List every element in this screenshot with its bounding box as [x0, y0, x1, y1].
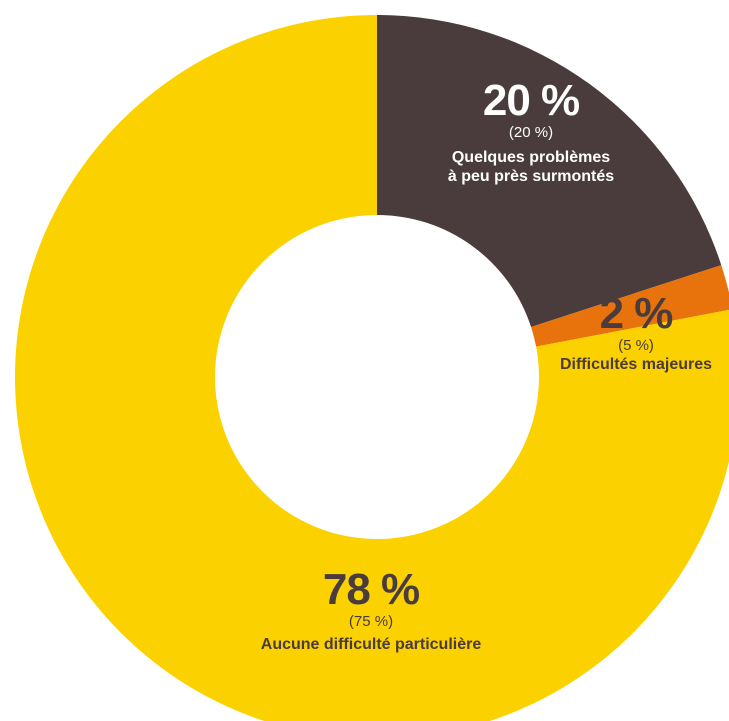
- slice-previous-aucune: (75 %): [348, 613, 394, 630]
- slice-category-problemes-line2: à peu près surmontés: [447, 168, 615, 185]
- slice-value-majeures: 2 %: [599, 289, 674, 338]
- donut-slice-problemes: [377, 15, 722, 327]
- slice-previous-problemes: (20 %): [508, 124, 554, 141]
- slice-label-problemes: 20 % (20 %) Quelques problèmes à peu prè…: [448, 78, 614, 186]
- slice-previous-majeures: (5 %): [618, 337, 654, 354]
- slice-category-majeures: Difficultés majeures: [559, 356, 713, 373]
- slice-value-aucune: 78 %: [322, 565, 420, 614]
- slice-label-aucune: 78 % (75 %) Aucune difficulté particuliè…: [261, 567, 481, 654]
- slice-category-aucune: Aucune difficulté particulière: [260, 636, 482, 653]
- slice-label-majeures: 2 % (5 %) Difficultés majeures: [560, 291, 712, 374]
- slice-value-problemes: 20 %: [482, 76, 580, 125]
- donut-slice-majeures: [531, 265, 729, 347]
- slice-category-problemes-line1: Quelques problèmes: [451, 149, 611, 166]
- donut-slice-aucune: [15, 15, 729, 721]
